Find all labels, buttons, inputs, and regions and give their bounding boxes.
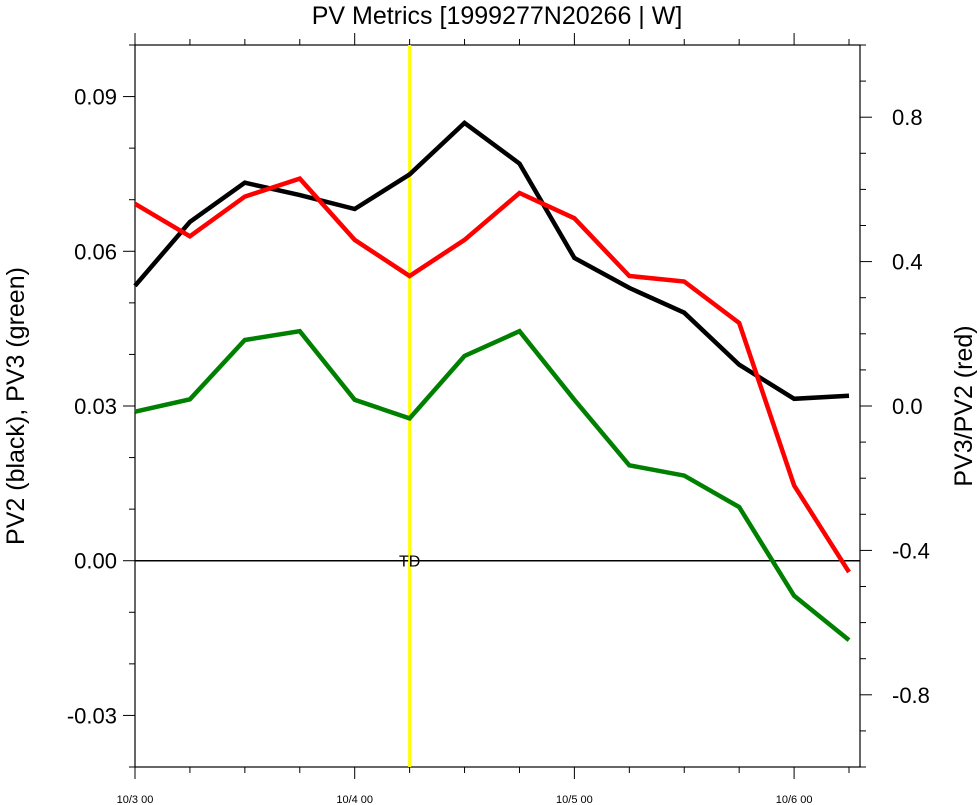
y-left-tick-label: -0.03 <box>67 703 117 728</box>
x-tick-label: 10/5 00 <box>556 794 593 805</box>
y-left-tick-label: 0.03 <box>74 394 117 419</box>
y-right-tick-label: 0.0 <box>892 394 923 419</box>
y-right-tick-label: 0.8 <box>892 105 923 130</box>
y-axis-left-label: PV2 (black), PV3 (green) <box>2 267 30 545</box>
y-left-tick-label: 0.06 <box>74 239 117 264</box>
x-tick-label: 10/6 00 <box>776 794 813 805</box>
plot-frame <box>134 44 861 768</box>
storm-stage-label: TD <box>399 554 420 571</box>
y-right-tick-label: 0.4 <box>892 250 923 275</box>
chart-title: PV Metrics [1999277N20266 | W] <box>312 2 683 30</box>
pv3-series-line <box>134 328 851 642</box>
pv3-pv2-ratio-series-line <box>133 176 851 574</box>
plot-area: -0.03 0.00 0.03 0.06 0.09 -0.8 -0.4 0.0 0.4 0.8 10… <box>67 33 930 805</box>
pv2-series-line <box>133 119 850 402</box>
y-left-tick-label: 0.00 <box>74 549 117 574</box>
y-right-tick-label: -0.4 <box>892 538 930 563</box>
x-tick-label: 10/4 00 <box>336 794 373 805</box>
y-axis-right-label: PV3/PV2 (red) <box>950 325 978 486</box>
y-right-tick-label: -0.8 <box>892 683 930 708</box>
y-left-tick-label: 0.09 <box>74 85 117 110</box>
x-tick-label: 10/3 00 <box>117 794 154 805</box>
